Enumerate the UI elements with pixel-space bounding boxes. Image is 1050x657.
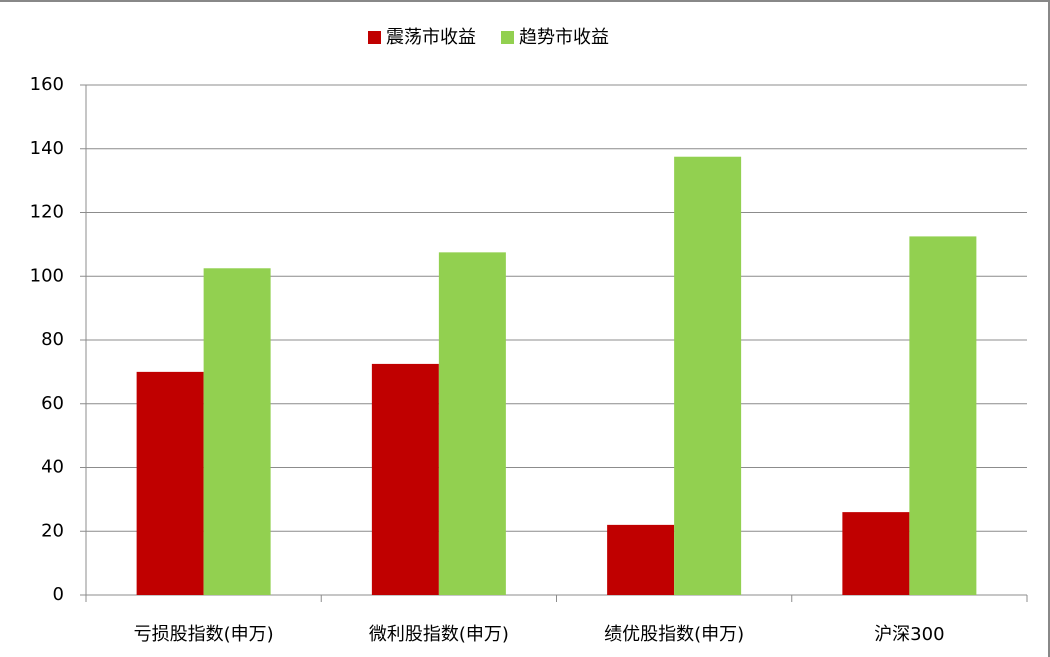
y-tick-label: 20 [41,520,64,541]
y-tick-label: 100 [30,265,64,286]
legend-swatch [368,31,381,44]
x-tick-label: 沪深300 [874,624,944,645]
y-tick-label: 160 [30,74,64,95]
y-tick-label: 120 [30,202,64,223]
bar [136,371,204,595]
y-tick-label: 140 [30,138,64,159]
x-tick-label: 绩优股指数(申万) [604,624,744,645]
bar [607,524,675,595]
bar [203,268,271,595]
y-tick-label: 40 [41,457,64,478]
legend-label: 趋势市收益 [519,27,609,48]
x-tick-label: 亏损股指数(申万) [134,624,274,645]
y-tick-label: 0 [53,584,64,605]
x-tick-label: 微利股指数(申万) [369,624,509,645]
bar [909,236,977,595]
bar [371,363,439,595]
bar [674,156,742,595]
legend-label: 震荡市收益 [386,27,476,48]
y-tick-label: 60 [41,393,64,414]
bar [438,252,506,595]
bar [842,512,910,595]
legend-swatch [501,31,514,44]
y-tick-label: 80 [41,329,64,350]
